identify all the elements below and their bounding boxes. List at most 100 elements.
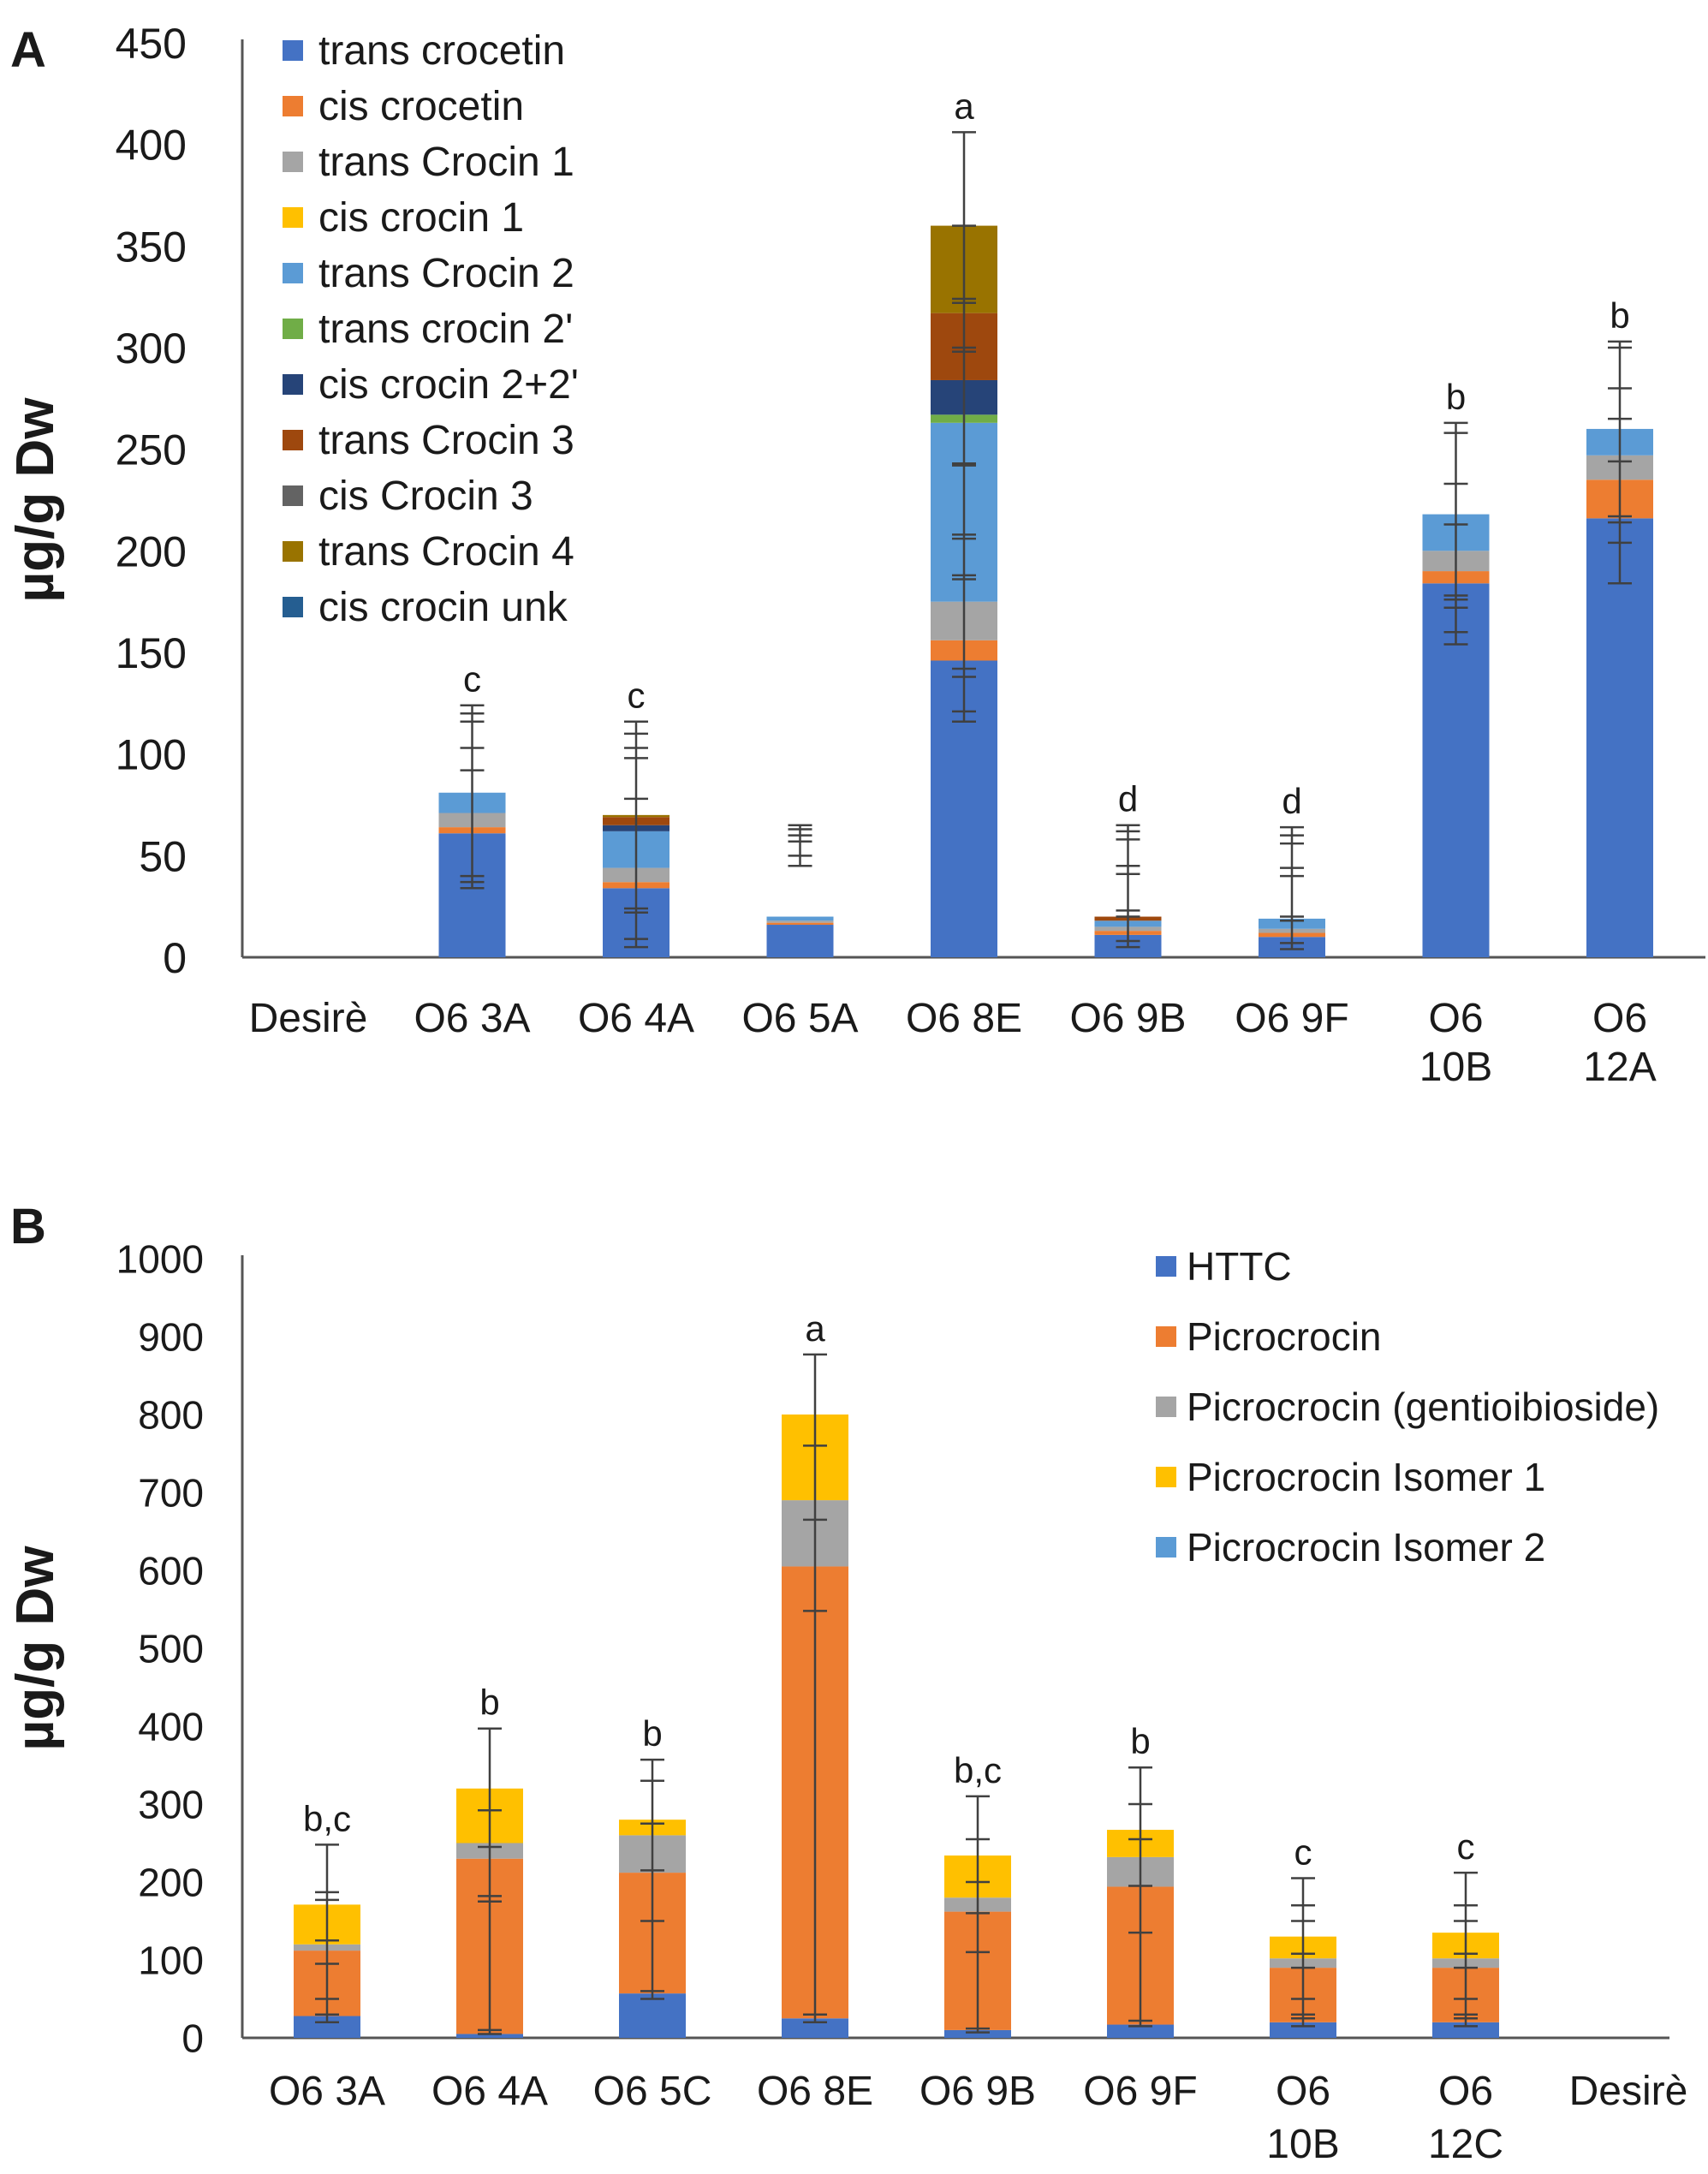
significance-label: b	[1446, 377, 1466, 417]
bar-segment	[1432, 2022, 1499, 2038]
x-tick-label: O6	[1592, 996, 1647, 1041]
legend-swatch	[283, 430, 303, 450]
x-tick-label: O6 4A	[431, 2069, 548, 2114]
bar-segment	[1270, 2022, 1336, 2038]
legend-swatch	[283, 96, 303, 116]
y-tick-label: 50	[139, 832, 187, 880]
legend-label: trans Crocin 2	[318, 251, 574, 296]
legend-label: Picrocrocin (gentioibioside)	[1187, 1385, 1659, 1429]
significance-label: b	[479, 1683, 499, 1723]
legend-swatch	[283, 319, 303, 339]
legend-swatch	[283, 597, 303, 617]
x-tick-label: 12C	[1428, 2122, 1503, 2167]
x-tick-label: O6	[1438, 2069, 1493, 2114]
significance-label: b	[1610, 295, 1629, 336]
bar-segment	[782, 2018, 848, 2038]
x-tick-label: O6 9B	[1069, 996, 1186, 1041]
y-tick-label: 0	[163, 934, 187, 982]
legend-swatch	[283, 485, 303, 506]
y-tick-label: 500	[138, 1627, 204, 1671]
significance-label: c	[1294, 1832, 1312, 1872]
bar-segment	[766, 922, 834, 926]
legend-swatch	[283, 207, 303, 228]
bar-segment	[766, 925, 834, 957]
x-tick-label: O6 3A	[269, 2069, 385, 2114]
legend-swatch	[283, 40, 303, 61]
panel-label: A	[10, 22, 46, 78]
y-tick-label: 700	[138, 1471, 204, 1516]
legend-label: cis Crocin 3	[318, 474, 533, 519]
x-tick-label: O6 4A	[578, 996, 694, 1041]
x-tick-label: 12A	[1583, 1045, 1656, 1090]
y-tick-label: 1000	[116, 1237, 204, 1282]
legend-label: trans Crocin 3	[318, 418, 574, 463]
x-tick-label: O6 9F	[1235, 996, 1348, 1041]
legend-label: cis crocin unk	[318, 585, 568, 630]
y-tick-label: 900	[138, 1315, 204, 1360]
legend-swatch	[1156, 1326, 1176, 1347]
y-axis-title: µg/g Dw	[6, 397, 65, 603]
x-tick-label: O6 8E	[906, 996, 1022, 1041]
bar-segment	[619, 1993, 686, 2038]
legend-label: cis crocin 1	[318, 195, 524, 241]
significance-label: b,c	[303, 1798, 351, 1838]
significance-label: d	[1282, 781, 1301, 821]
legend-label: trans Crocin 4	[318, 529, 574, 575]
significance-label: b	[1130, 1721, 1150, 1761]
significance-label: c	[1457, 1826, 1475, 1867]
y-tick-label: 350	[116, 223, 187, 271]
significance-label: b,c	[954, 1750, 1002, 1790]
y-tick-label: 300	[138, 1783, 204, 1827]
legend-label: Picrocrocin Isomer 2	[1187, 1525, 1545, 1569]
legend-label: cis crocin 2+2'	[318, 362, 579, 408]
legend-label: trans Crocin 1	[318, 140, 574, 185]
bar-segment	[1107, 2024, 1174, 2038]
x-tick-label: Desirè	[1569, 2069, 1688, 2114]
y-tick-label: 100	[138, 1939, 204, 1983]
x-tick-label: O6 9F	[1083, 2069, 1197, 2114]
significance-label: a	[805, 1308, 825, 1349]
y-tick-label: 300	[116, 325, 187, 372]
y-axis-title: µg/g Dw	[6, 1546, 65, 1751]
bar-segment	[766, 920, 834, 923]
significance-label: a	[954, 86, 974, 126]
legend-swatch	[1156, 1256, 1176, 1277]
bar-segment	[1586, 518, 1653, 957]
legend-swatch	[283, 374, 303, 395]
y-tick-label: 400	[116, 122, 187, 170]
panel-b: B 0 100 200 300 400 500 600 700 800 900 1000 µg/g Dw…	[6, 1199, 1687, 2167]
legend-swatch	[1156, 1397, 1176, 1417]
bar-segment	[944, 2029, 1011, 2038]
x-tick-label: O6 3A	[414, 996, 530, 1041]
legend-swatch	[283, 541, 303, 562]
bar-segment	[456, 2034, 523, 2038]
legend-label: trans crocetin	[318, 28, 565, 74]
x-tick-label: 10B	[1266, 2122, 1339, 2167]
y-tick-label: 450	[116, 20, 187, 68]
x-tick-label: O6 9B	[919, 2069, 1036, 2114]
x-tick-label: O6	[1428, 996, 1483, 1041]
x-tick-label: O6 5C	[593, 2069, 712, 2114]
legend-swatch	[283, 152, 303, 172]
x-tick-label: O6 8E	[757, 2069, 873, 2114]
panel-a: A 0 50 100 150 200 250 300 350 400 450 µg/g Dw Desir…	[6, 20, 1705, 1090]
legend-swatch	[283, 263, 303, 283]
x-tick-label: O6 5A	[741, 996, 858, 1041]
significance-label: c	[463, 659, 481, 700]
legend-label: HTTC	[1187, 1244, 1292, 1289]
legend-label: trans crocin 2'	[318, 307, 573, 352]
significance-label: b	[642, 1713, 662, 1754]
y-tick-label: 800	[138, 1393, 204, 1438]
legend-label: Picrocrocin	[1187, 1314, 1382, 1359]
significance-label: c	[628, 676, 646, 716]
x-tick-label: O6	[1276, 2069, 1330, 2114]
y-tick-label: 200	[138, 1861, 204, 1905]
y-tick-label: 600	[138, 1549, 204, 1593]
y-tick-label: 400	[138, 1705, 204, 1749]
legend-swatch	[1156, 1537, 1176, 1558]
legend-label: Picrocrocin Isomer 1	[1187, 1455, 1545, 1499]
y-tick-label: 100	[116, 731, 187, 779]
y-tick-label: 0	[182, 2016, 204, 2061]
legend-swatch	[1156, 1467, 1176, 1487]
